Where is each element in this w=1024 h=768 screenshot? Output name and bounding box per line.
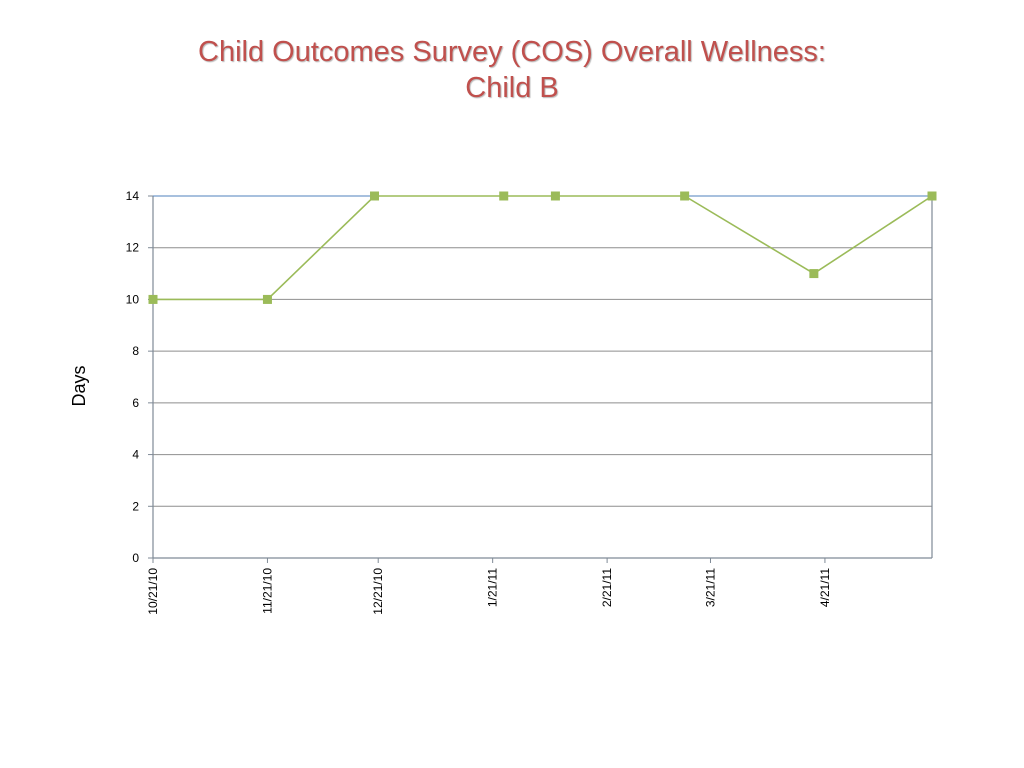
x-tick-label: 10/21/10 bbox=[146, 568, 160, 615]
data-point-marker bbox=[927, 191, 937, 201]
series-line-0 bbox=[153, 195, 933, 301]
x-tick-label: 11/21/10 bbox=[260, 568, 274, 614]
data-point-marker bbox=[499, 191, 509, 201]
x-tick-label: 4/21/11 bbox=[818, 568, 832, 607]
data-point-marker bbox=[550, 191, 560, 201]
y-tick-label: 2 bbox=[132, 499, 139, 513]
data-point-marker bbox=[262, 294, 272, 304]
title-line-1: Child Outcomes Survey (COS) Overall Well… bbox=[198, 36, 826, 68]
y-tick-label: 14 bbox=[126, 189, 140, 203]
series bbox=[148, 191, 937, 304]
x-tick-label: 3/21/11 bbox=[703, 568, 717, 607]
data-point-marker bbox=[809, 269, 819, 279]
y-tick-label: 4 bbox=[132, 448, 139, 462]
gridlines bbox=[153, 195, 932, 507]
y-tick-label: 12 bbox=[126, 241, 140, 255]
x-tick-label: 2/21/11 bbox=[600, 568, 614, 607]
data-point-marker bbox=[370, 191, 380, 201]
data-point-marker bbox=[680, 191, 690, 201]
x-tick-label: 12/21/10 bbox=[371, 568, 385, 615]
x-tick-label: 1/21/11 bbox=[486, 568, 500, 607]
title-line-2: Child B bbox=[465, 72, 559, 104]
y-tick-labels: 0 2 4 6 8 10 12 14 bbox=[126, 189, 140, 565]
y-tick-label: 6 bbox=[132, 396, 139, 410]
slide-title: Child Outcomes Survey (COS) Overall Well… bbox=[0, 34, 1024, 106]
y-tick-label: 8 bbox=[132, 344, 139, 358]
axes bbox=[148, 195, 933, 563]
x-tick-labels: 10/21/10 11/21/10 12/21/10 1/21/11 2/21/11 3/… bbox=[146, 568, 832, 615]
y-axis-title: Days bbox=[69, 365, 89, 406]
data-point-marker bbox=[148, 294, 158, 304]
y-tick-label: 0 bbox=[132, 551, 139, 565]
y-tick-label: 10 bbox=[126, 292, 140, 306]
